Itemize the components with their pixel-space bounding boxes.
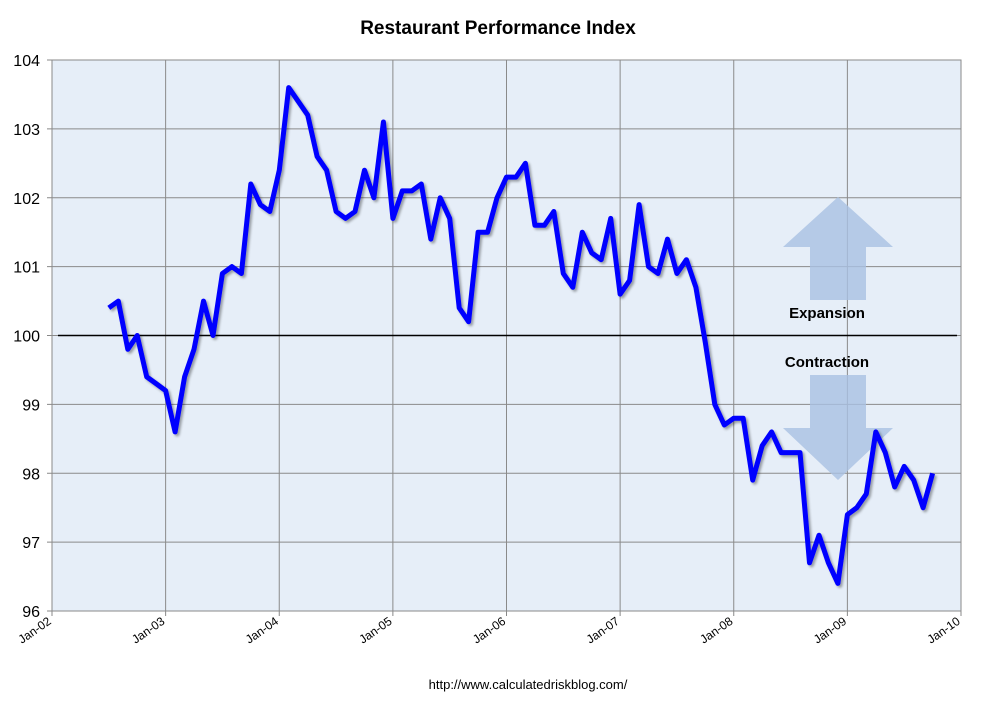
- x-tick-label: Jan-10: [925, 614, 963, 647]
- y-tick-label: 97: [22, 535, 40, 552]
- expansion-label: Expansion: [789, 305, 865, 322]
- y-tick-label: 96: [22, 604, 40, 621]
- y-tick-label: 101: [13, 260, 40, 277]
- y-tick-label: 102: [13, 191, 40, 208]
- x-tick-label: Jan-03: [129, 614, 167, 647]
- contraction-label: Contraction: [785, 354, 869, 371]
- y-axis: 96 97 98 99 100 101 102 103 104: [13, 53, 52, 621]
- y-tick-label: 98: [22, 466, 40, 483]
- y-tick-label: 104: [13, 53, 40, 70]
- x-tick-label: Jan-07: [584, 614, 622, 647]
- x-tick-label: Jan-05: [357, 614, 395, 647]
- chart-title: Restaurant Performance Index: [360, 18, 636, 39]
- x-tick-label: Jan-08: [697, 614, 735, 647]
- x-tick-label: Jan-06: [470, 614, 508, 647]
- y-tick-label: 100: [13, 329, 40, 346]
- x-tick-label: Jan-04: [243, 614, 281, 647]
- y-tick-label: 99: [22, 397, 40, 414]
- source-url: http://www.calculatedriskblog.com/: [429, 677, 628, 692]
- x-tick-label: Jan-09: [811, 614, 849, 647]
- y-tick-label: 103: [13, 122, 40, 139]
